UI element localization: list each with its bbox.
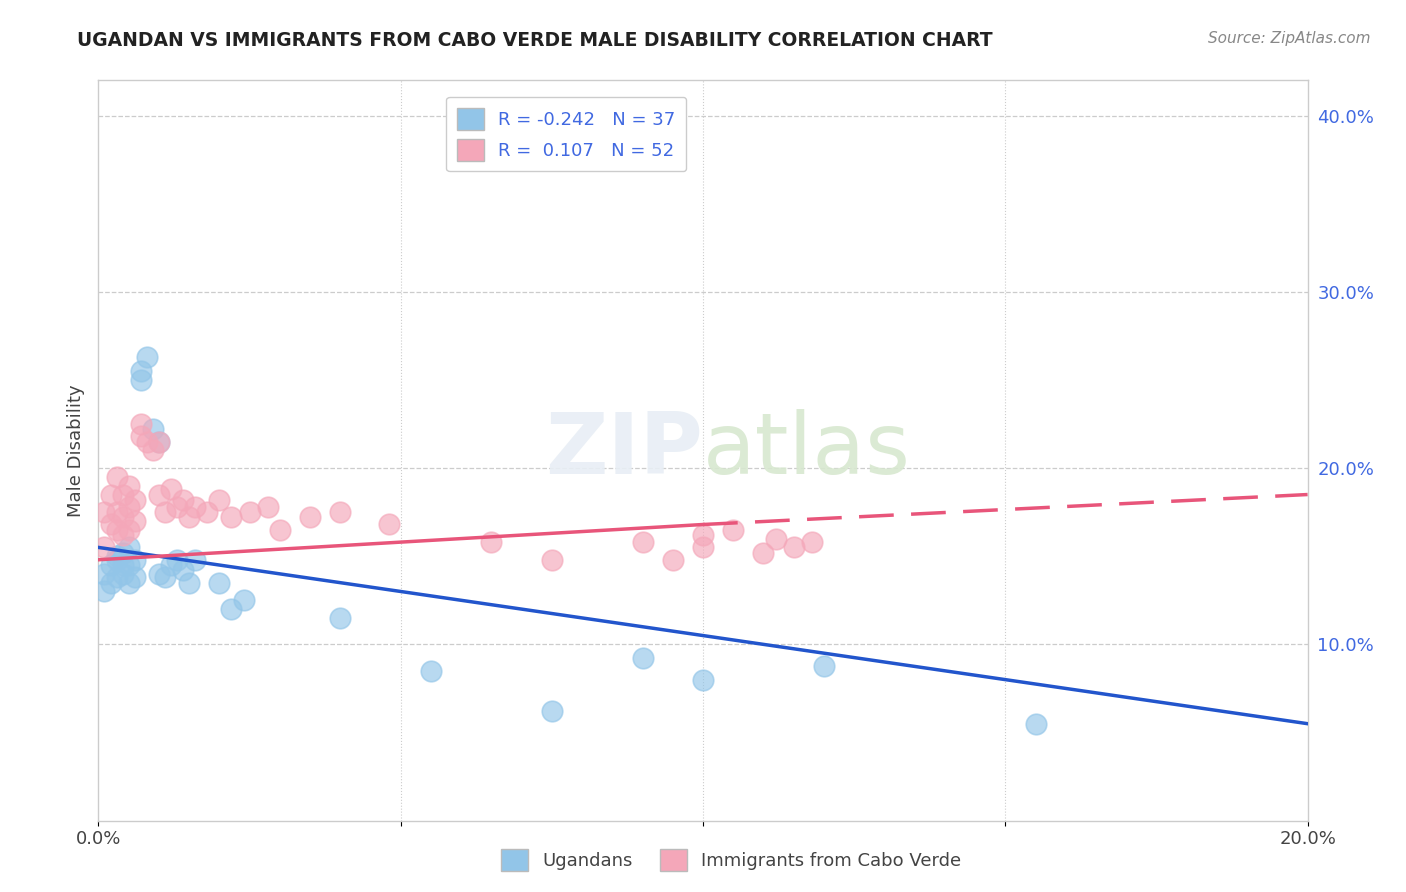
Point xyxy=(1024,716,1046,731)
Point xyxy=(111,487,134,501)
Point xyxy=(765,532,787,546)
Point xyxy=(221,510,243,524)
Point xyxy=(377,517,399,532)
Point xyxy=(129,373,152,387)
Point xyxy=(100,575,122,590)
Point xyxy=(153,505,176,519)
Y-axis label: Male Disability: Male Disability xyxy=(66,384,84,516)
Point xyxy=(93,541,115,555)
Point xyxy=(540,553,562,567)
Point xyxy=(172,492,194,507)
Point xyxy=(118,558,141,572)
Point xyxy=(299,510,322,524)
Text: atlas: atlas xyxy=(703,409,911,492)
Point xyxy=(124,570,146,584)
Point xyxy=(105,553,128,567)
Point xyxy=(160,558,183,572)
Point xyxy=(111,546,134,560)
Point xyxy=(118,523,141,537)
Point xyxy=(153,570,176,584)
Point xyxy=(420,664,443,678)
Point xyxy=(142,443,165,458)
Point xyxy=(118,541,141,555)
Point xyxy=(135,350,157,364)
Point xyxy=(111,558,134,572)
Point xyxy=(232,593,254,607)
Point xyxy=(105,470,128,484)
Point xyxy=(184,500,207,514)
Point xyxy=(329,611,352,625)
Point xyxy=(100,558,122,572)
Point xyxy=(129,417,152,431)
Point xyxy=(692,528,714,542)
Point xyxy=(661,553,683,567)
Text: Source: ZipAtlas.com: Source: ZipAtlas.com xyxy=(1208,31,1371,46)
Point xyxy=(256,500,278,514)
Point xyxy=(195,505,218,519)
Legend: R = -0.242   N = 37, R =  0.107   N = 52: R = -0.242 N = 37, R = 0.107 N = 52 xyxy=(446,96,686,171)
Point xyxy=(105,570,128,584)
Point xyxy=(93,584,115,599)
Point xyxy=(783,541,806,555)
Point xyxy=(481,535,503,549)
Point xyxy=(813,658,835,673)
Point xyxy=(148,434,170,449)
Legend: Ugandans, Immigrants from Cabo Verde: Ugandans, Immigrants from Cabo Verde xyxy=(494,842,969,879)
Point xyxy=(111,510,134,524)
Point xyxy=(124,553,146,567)
Point xyxy=(93,566,115,581)
Point xyxy=(221,602,243,616)
Point xyxy=(105,505,128,519)
Point xyxy=(179,575,201,590)
Point xyxy=(172,563,194,577)
Point xyxy=(124,514,146,528)
Point xyxy=(184,553,207,567)
Point xyxy=(105,523,128,537)
Point xyxy=(129,364,152,378)
Point xyxy=(148,566,170,581)
Point xyxy=(692,541,714,555)
Point xyxy=(160,482,183,496)
Point xyxy=(93,505,115,519)
Point xyxy=(148,487,170,501)
Point xyxy=(118,575,141,590)
Point xyxy=(179,510,201,524)
Point xyxy=(269,523,291,537)
Point xyxy=(540,704,562,718)
Point xyxy=(111,566,134,581)
Point xyxy=(329,505,352,519)
Point xyxy=(142,422,165,436)
Point xyxy=(166,553,188,567)
Point xyxy=(166,500,188,514)
Point xyxy=(800,535,823,549)
Point xyxy=(100,487,122,501)
Point xyxy=(723,523,745,537)
Point xyxy=(148,434,170,449)
Point xyxy=(208,575,231,590)
Point xyxy=(135,434,157,449)
Point xyxy=(631,651,654,665)
Point xyxy=(692,673,714,687)
Point xyxy=(124,492,146,507)
Point xyxy=(239,505,262,519)
Point xyxy=(631,535,654,549)
Point xyxy=(100,517,122,532)
Text: ZIP: ZIP xyxy=(546,409,703,492)
Point xyxy=(118,500,141,514)
Point xyxy=(118,479,141,493)
Point xyxy=(208,492,231,507)
Point xyxy=(129,429,152,443)
Text: UGANDAN VS IMMIGRANTS FROM CABO VERDE MALE DISABILITY CORRELATION CHART: UGANDAN VS IMMIGRANTS FROM CABO VERDE MA… xyxy=(77,31,993,50)
Point xyxy=(752,546,775,560)
Point xyxy=(105,549,128,564)
Point xyxy=(111,528,134,542)
